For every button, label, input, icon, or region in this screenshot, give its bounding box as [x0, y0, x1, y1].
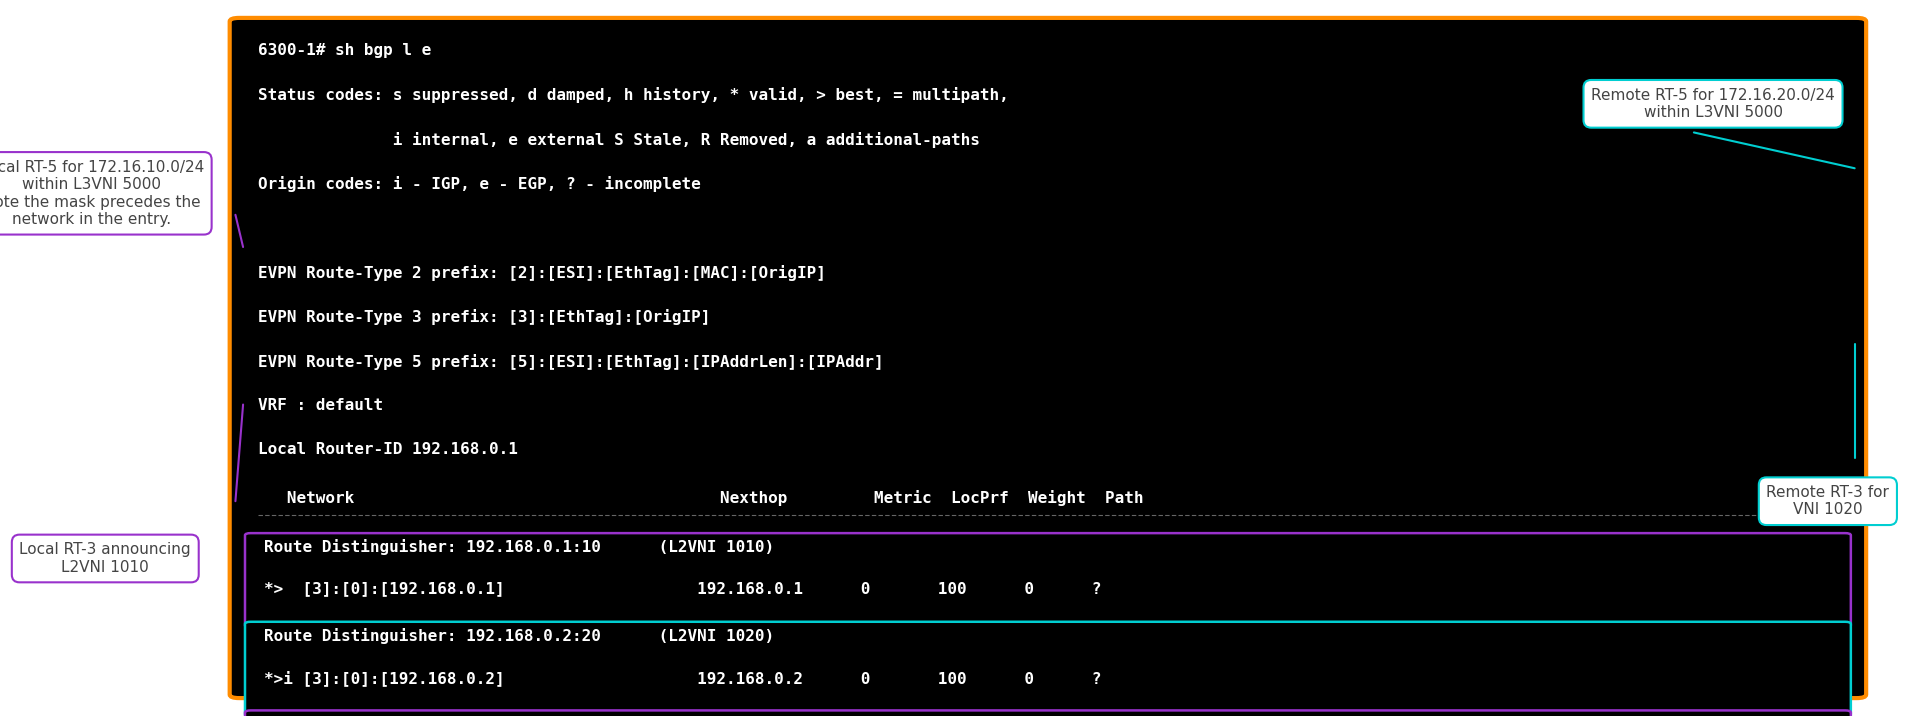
FancyBboxPatch shape: [245, 621, 1851, 716]
Text: *>i [3]:[0]:[192.168.0.2]                    192.168.0.2      0       100      0: *>i [3]:[0]:[192.168.0.2] 192.168.0.2 0 …: [264, 670, 1102, 686]
FancyBboxPatch shape: [230, 18, 1866, 698]
Text: Remote RT-5 for 172.16.20.0/24
within L3VNI 5000: Remote RT-5 for 172.16.20.0/24 within L3…: [1591, 87, 1836, 120]
Text: EVPN Route-Type 5 prefix: [5]:[ESI]:[EthTag]:[IPAddrLen]:[IPAddr]: EVPN Route-Type 5 prefix: [5]:[ESI]:[Eth…: [258, 354, 884, 369]
Text: Route Distinguisher: 192.168.0.1:10      (L2VNI 1010): Route Distinguisher: 192.168.0.1:10 (L2V…: [264, 539, 775, 556]
Text: Local Router-ID 192.168.0.1: Local Router-ID 192.168.0.1: [258, 442, 519, 458]
Text: Network                                      Nexthop         Metric  LocPrf  Wei: Network Nexthop Metric LocPrf Wei: [258, 490, 1145, 506]
Text: Status codes: s suppressed, d damped, h history, * valid, > best, = multipath,: Status codes: s suppressed, d damped, h …: [258, 87, 1009, 103]
Text: i internal, e external S Stale, R Removed, a additional-paths: i internal, e external S Stale, R Remove…: [258, 132, 980, 147]
Text: VRF : default: VRF : default: [258, 398, 383, 413]
Text: 6300-1# sh bgp l e: 6300-1# sh bgp l e: [258, 43, 433, 58]
FancyBboxPatch shape: [245, 710, 1851, 716]
Text: Local RT-3 announcing
L2VNI 1010: Local RT-3 announcing L2VNI 1010: [19, 542, 191, 575]
Text: Route Distinguisher: 192.168.0.2:20      (L2VNI 1020): Route Distinguisher: 192.168.0.2:20 (L2V…: [264, 628, 775, 644]
Text: Local RT-5 for 172.16.10.0/24
within L3VNI 5000
Note the mask precedes the
netwo: Local RT-5 for 172.16.10.0/24 within L3V…: [0, 160, 205, 227]
Text: *>  [3]:[0]:[192.168.0.1]                    192.168.0.1      0       100      0: *> [3]:[0]:[192.168.0.1] 192.168.0.1 0 1…: [264, 581, 1102, 596]
Text: Origin codes: i - IGP, e - EGP, ? - incomplete: Origin codes: i - IGP, e - EGP, ? - inco…: [258, 176, 701, 192]
FancyBboxPatch shape: [245, 533, 1851, 627]
Text: EVPN Route-Type 3 prefix: [3]:[EthTag]:[OrigIP]: EVPN Route-Type 3 prefix: [3]:[EthTag]:[…: [258, 309, 710, 325]
Text: EVPN Route-Type 2 prefix: [2]:[ESI]:[EthTag]:[MAC]:[OrigIP]: EVPN Route-Type 2 prefix: [2]:[ESI]:[Eth…: [258, 265, 827, 281]
Text: Remote RT-3 for
VNI 1020: Remote RT-3 for VNI 1020: [1767, 485, 1889, 518]
